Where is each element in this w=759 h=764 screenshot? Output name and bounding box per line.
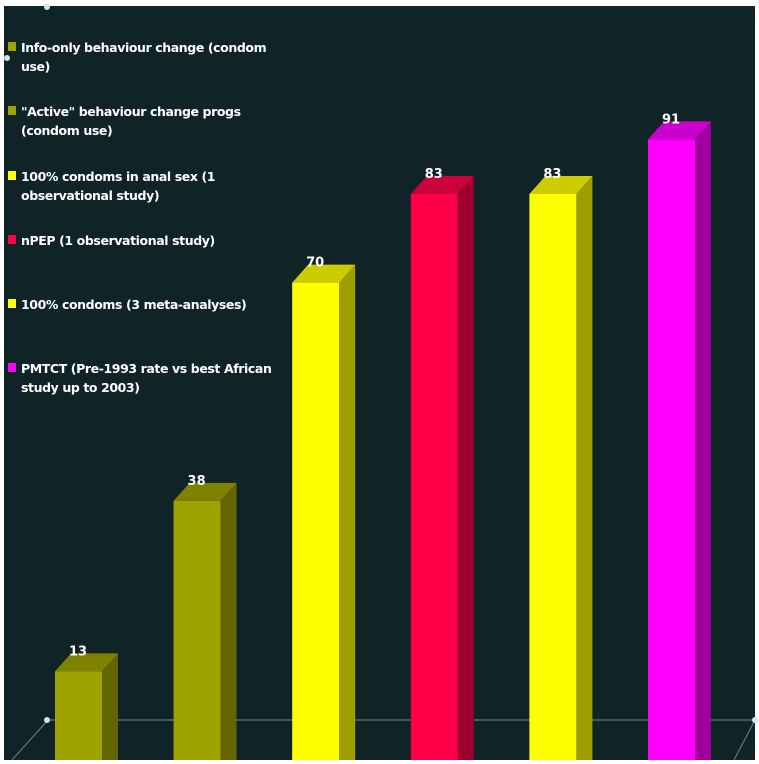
bar-front (55, 671, 102, 760)
legend-label: 100% condoms (3 meta-analyses) (21, 297, 247, 312)
bar-value-label: 13 (69, 644, 87, 659)
legend-label: "Active" behaviour change progs (condom … (21, 104, 241, 138)
bar-side (457, 175, 474, 760)
legend-swatch (8, 106, 16, 115)
legend-item: Info-only behaviour change (condom use) (8, 38, 286, 76)
bar-front (410, 193, 458, 760)
bar-top (648, 121, 711, 140)
bar-top (529, 175, 593, 194)
bars-group: 13 38 70 83 83 91 (55, 112, 711, 760)
bar-top (410, 175, 474, 194)
corner-dot-top (44, 4, 50, 10)
legend-item: PMTCT (Pre-1993 rate vs best African stu… (8, 359, 286, 397)
floor-right-edge (733, 719, 756, 761)
bar-value-label: 38 (188, 474, 206, 489)
bar-front (292, 282, 340, 760)
bar-top (173, 482, 237, 501)
bar-top (55, 653, 118, 672)
legend-item: 100% condoms in anal sex (1 observationa… (8, 167, 286, 205)
bar-front (173, 500, 221, 760)
corner-dot-floor (44, 717, 50, 723)
bar-value-label: 83 (543, 167, 561, 182)
bar-value-label: 70 (306, 256, 324, 271)
bar-side (220, 482, 237, 760)
legend-label: nPEP (1 observational study) (21, 233, 215, 248)
legend-item: 100% condoms (3 meta-analyses) (8, 295, 286, 314)
corner-dot-left (4, 55, 10, 61)
bar-value-label: 91 (662, 112, 680, 127)
legend-swatch (8, 42, 16, 51)
frame-white-top (0, 0, 759, 6)
legend-label: Info-only behaviour change (condom use) (21, 40, 267, 74)
legend-label: 100% condoms in anal sex (1 observationa… (21, 169, 216, 203)
bar-side (339, 264, 356, 760)
bar-front (648, 139, 695, 760)
bar-side (576, 175, 593, 760)
bar-side (695, 121, 711, 760)
legend-swatch (8, 171, 16, 180)
legend-swatch (8, 363, 16, 372)
legend-swatch (8, 235, 16, 244)
bar-value-label: 83 (425, 167, 443, 182)
bar-side (102, 653, 118, 760)
bar-top (292, 264, 356, 283)
frame-white-left (0, 0, 4, 760)
legend-item: "Active" behaviour change progs (condom … (8, 102, 286, 140)
legend-label: PMTCT (Pre-1993 rate vs best African stu… (21, 361, 272, 395)
frame-white-right (755, 0, 759, 760)
corner-dot-right (752, 717, 758, 723)
legend-item: nPEP (1 observational study) (8, 231, 286, 250)
bar-front (529, 193, 577, 760)
floor-left-edge (11, 719, 49, 761)
legend-swatch (8, 299, 16, 308)
